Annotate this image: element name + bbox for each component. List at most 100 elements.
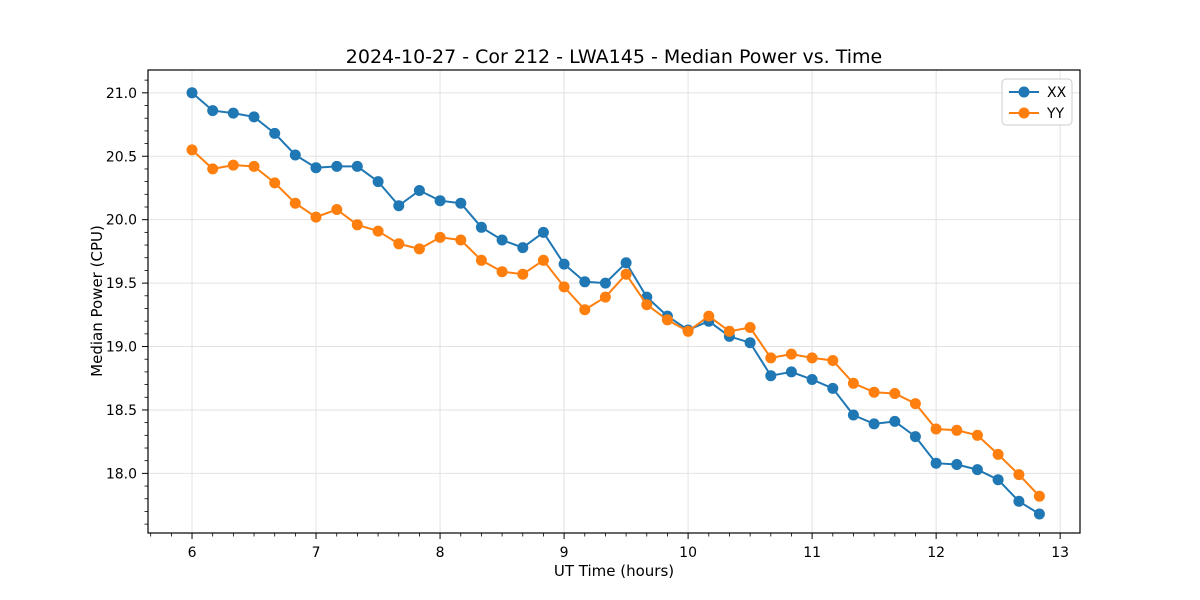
data-point-YY (661, 314, 673, 326)
data-point-XX (889, 415, 901, 427)
data-point-YY (289, 197, 301, 209)
data-series (186, 87, 1045, 520)
data-point-YY (703, 310, 715, 322)
series-line-YY (191, 149, 1041, 497)
data-point-XX (455, 197, 467, 209)
data-point-YY (951, 424, 963, 436)
data-point-XX (393, 200, 405, 212)
data-point-YY (475, 254, 487, 266)
data-point-YY (186, 144, 198, 156)
y-tick-label: 20.5 (106, 149, 137, 165)
plot-border (147, 69, 1081, 534)
legend: XX YY (1001, 78, 1073, 126)
data-point-YY (682, 325, 694, 337)
data-point-YY (992, 448, 1004, 460)
data-point-YY (207, 163, 219, 175)
data-point-XX (537, 226, 549, 238)
data-point-YY (744, 322, 756, 333)
data-point-YY (413, 243, 425, 255)
data-point-XX (951, 459, 963, 470)
data-point-YY (641, 299, 653, 311)
x-tick-label: 7 (312, 545, 321, 561)
data-point-YY (351, 219, 363, 231)
data-point-XX (207, 105, 219, 117)
data-point-YY (434, 231, 446, 243)
data-point-YY (558, 281, 570, 293)
data-point-YY (723, 325, 735, 337)
data-point-XX (475, 221, 487, 233)
data-point-YY (599, 291, 611, 303)
data-point-YY (868, 386, 880, 398)
x-tick-label: 8 (436, 545, 445, 561)
axes: 6 7 8 9 10 11 12 13 18.0 18.5 19.0 19.5 20.0 20.5 21.0 (106, 69, 1081, 561)
data-point-XX (785, 366, 797, 378)
data-point-YY (889, 388, 901, 399)
data-point-YY (806, 352, 818, 364)
data-point-XX (765, 370, 777, 382)
y-axis-label: Median Power (CPU) (88, 225, 106, 377)
data-point-YY (930, 423, 942, 435)
data-point-XX (227, 107, 239, 119)
data-point-YY (537, 254, 549, 266)
data-point-XX (310, 162, 322, 174)
legend-label-YY: YY (1046, 106, 1065, 122)
data-point-XX (868, 418, 880, 430)
data-point-YY (1013, 469, 1025, 481)
data-point-YY (827, 355, 839, 366)
data-point-YY (971, 429, 983, 441)
data-point-YY (310, 211, 322, 223)
legend-sample-marker (1018, 86, 1030, 98)
y-tick-label: 19.0 (106, 340, 137, 356)
data-point-XX (517, 242, 529, 254)
data-point-XX (971, 464, 983, 476)
data-point-XX (930, 457, 942, 469)
data-point-XX (413, 185, 425, 196)
data-point-YY (579, 304, 591, 316)
data-point-YY (496, 266, 508, 278)
x-tick-label: 6 (188, 545, 197, 561)
y-tick-label: 20.0 (106, 213, 137, 229)
data-point-XX (331, 160, 343, 172)
data-point-XX (434, 195, 446, 207)
y-tick-label: 19.5 (106, 276, 137, 292)
x-tick-label: 10 (679, 545, 697, 561)
data-point-YY (331, 204, 343, 215)
data-point-XX (620, 257, 632, 269)
data-point-XX (599, 277, 611, 289)
chart-title: 2024-10-27 - Cor 212 - LWA145 - Median P… (346, 46, 882, 68)
grid-lines (148, 70, 1080, 533)
data-point-YY (847, 377, 859, 389)
data-point-XX (827, 382, 839, 394)
data-point-YY (393, 238, 405, 250)
data-point-XX (289, 149, 301, 161)
data-point-XX (496, 234, 508, 246)
data-point-XX (992, 474, 1004, 486)
data-point-XX (269, 127, 281, 139)
x-tick-label: 11 (803, 545, 821, 561)
data-point-XX (744, 337, 756, 349)
data-point-YY (227, 159, 239, 171)
data-point-YY (1033, 490, 1045, 502)
data-point-XX (909, 431, 921, 443)
y-tick-label: 21.0 (106, 86, 137, 102)
data-point-XX (372, 176, 384, 188)
legend-label-XX: XX (1047, 85, 1067, 101)
data-point-XX (248, 111, 260, 123)
legend-sample-marker (1018, 107, 1030, 119)
data-point-YY (909, 398, 921, 410)
data-point-YY (269, 177, 281, 189)
data-point-XX (558, 258, 570, 270)
x-tick-label: 13 (1051, 545, 1069, 561)
data-point-YY (620, 268, 632, 280)
x-tick-label: 9 (560, 545, 569, 561)
y-tick-label: 18.5 (106, 403, 137, 419)
data-point-XX (847, 409, 859, 421)
data-point-YY (248, 160, 260, 172)
data-point-YY (455, 234, 467, 246)
data-point-YY (765, 352, 777, 364)
data-point-XX (1013, 495, 1025, 507)
data-point-XX (806, 374, 818, 385)
data-point-XX (186, 87, 198, 99)
